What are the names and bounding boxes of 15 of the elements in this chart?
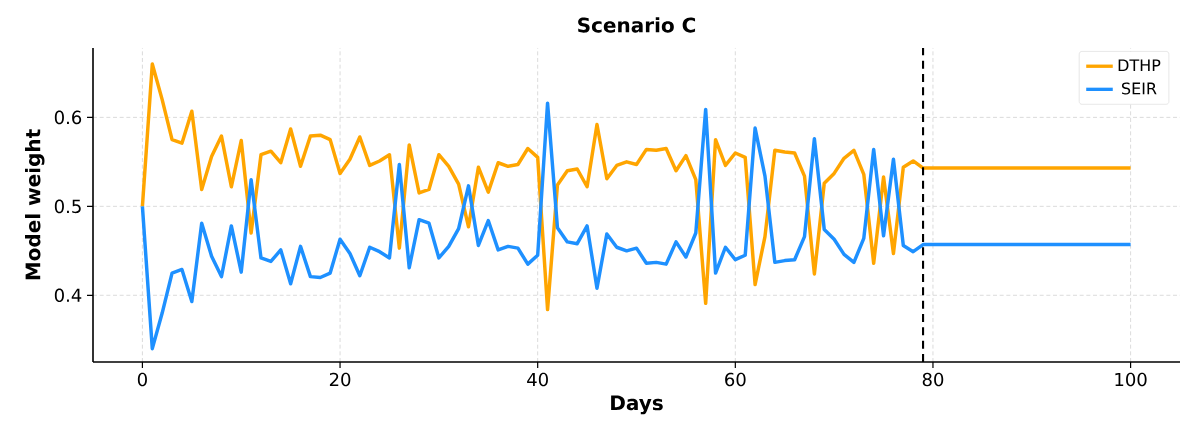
x-tick-label: 40 xyxy=(527,372,548,387)
line-series xyxy=(140,101,1133,351)
x-tick-label: 20 xyxy=(329,372,351,387)
x-tick-label: 80 xyxy=(922,372,944,387)
legend-label: SEIR xyxy=(1121,82,1157,95)
x-axis-title: Days xyxy=(611,395,663,415)
y-tick-label: 0.5 xyxy=(54,199,81,214)
x-tick-label: 100 xyxy=(1115,372,1147,387)
y-tick-label: 0.6 xyxy=(54,110,82,125)
y-axis-title: Model weight xyxy=(25,129,45,280)
y-tick-label: 0.4 xyxy=(54,288,82,303)
chart-title: Scenario C xyxy=(578,17,696,33)
x-tick-label: 60 xyxy=(725,372,746,387)
x-tick-label: 0 xyxy=(137,372,147,387)
legend-label: DTHP xyxy=(1118,59,1161,72)
